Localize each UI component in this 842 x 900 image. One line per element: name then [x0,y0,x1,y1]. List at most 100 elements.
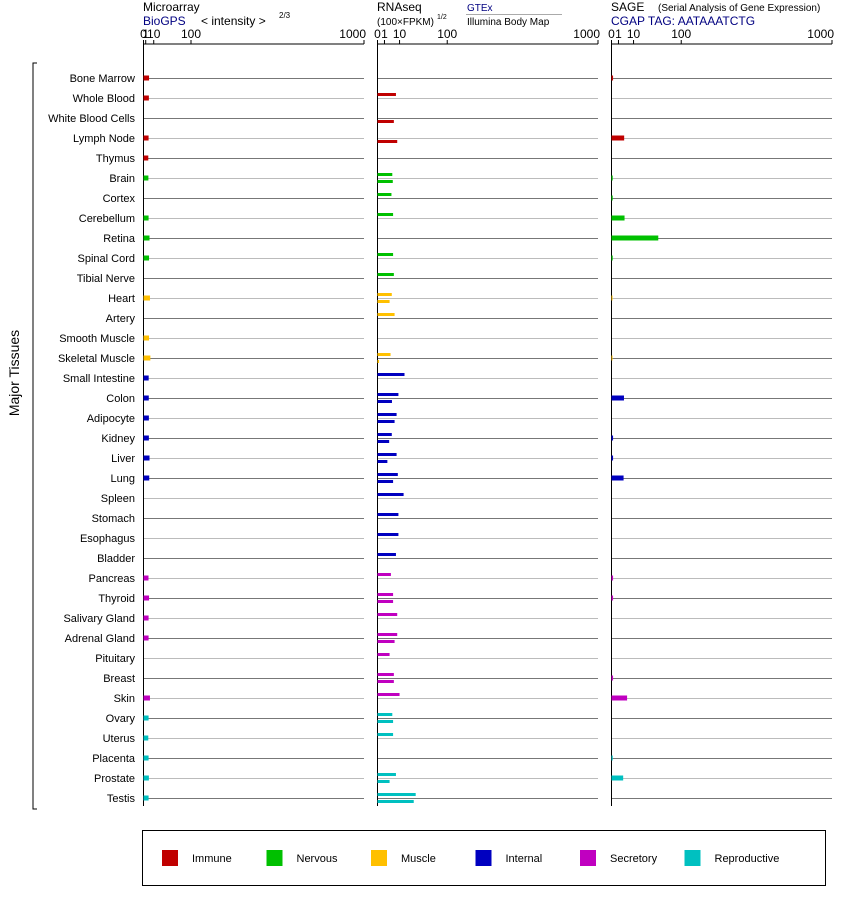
sage-bar [611,175,613,181]
microarray-bar [143,735,149,741]
tissue-label: White Blood Cells [48,113,135,125]
tissue-label: Kidney [101,433,135,445]
ibm-bar [377,480,394,483]
gtex-bar [377,593,394,596]
ibm-bar [377,600,394,603]
tissue-label: Bone Marrow [70,73,135,85]
sage-bar [611,195,613,201]
tissue-label: Placenta [92,753,136,765]
gtex-bar [377,633,398,636]
gtex-bar [377,253,394,256]
legend-layer: Immune Nervous Muscle Internal Secretory Repr… [162,850,779,866]
tissue-label: Pancreas [89,573,136,585]
microarray-bar [143,235,150,241]
gtex-bar [377,273,394,276]
microarray-bar [143,375,149,381]
tissue-label: Liver [111,453,135,465]
tissue-label: Heart [108,293,135,305]
ibm-bar [377,440,390,443]
tissue-label: Artery [106,313,136,325]
ibm-bar [377,460,388,463]
microarray-bar [143,775,149,781]
legend-label-muscle: Muscle [401,853,436,865]
microarray-bar [143,95,149,101]
tissue-label: Stomach [92,513,135,525]
tissue-label: Pituitary [95,653,135,665]
ibm-bar [377,420,395,423]
sage-bar [611,135,625,141]
legend-label-reproductive: Reproductive [715,853,780,865]
ibm-bar [377,180,393,183]
bars-layer [143,75,659,803]
sage-bar [611,575,614,581]
ibm-bar [377,400,392,403]
tissue-bracket [32,62,37,810]
microarray-bar [143,215,149,221]
sage-bar [611,475,624,481]
gtex-source-label: GTEx [467,3,493,14]
legend-label-internal: Internal [506,853,543,865]
ibm-bar [377,640,395,643]
microarray-scale-label: < intensity > [201,14,266,28]
legend-label-nervous: Nervous [297,853,338,865]
microarray-bar [143,395,149,401]
x-tick-label-sage-3: 100 [671,27,691,41]
legend-swatch-reproductive [684,850,701,866]
microarray-bar [143,415,149,421]
tissue-label: Skeletal Muscle [58,353,135,365]
sage-bar [611,355,613,361]
sage-title: SAGE [611,0,644,14]
legend-swatch-internal [475,850,492,866]
tissue-label: Cortex [103,193,136,205]
gtex-bar [377,653,390,656]
microarray-bar [143,75,150,81]
sage-subtitle: CGAP TAG: AATAAATCTG [611,14,755,28]
ibm-bar [377,680,394,683]
x-tick-label-microarray-1: 1 [142,27,149,41]
gtex-bar [377,93,396,96]
microarray-bar [143,695,150,701]
tissue-label: Thyroid [98,593,135,605]
tissue-label: Ovary [106,713,136,725]
microarray-bar [143,795,149,801]
x-tick-label-rnaseq-0: 0 [374,27,381,41]
tissue-label: Smooth Muscle [59,333,135,345]
microarray-bar [143,335,150,341]
legend-box [142,830,826,886]
gtex-bar [377,693,400,696]
gtex-bar [377,453,397,456]
tissue-label: Spinal Cord [78,253,135,265]
gtex-bar [377,213,394,216]
gtex-bar [377,173,393,176]
rnaseq-scale-exponent: 1/2 [437,14,447,21]
gtex-bar [377,393,399,396]
tissue-label: Thymus [96,153,136,165]
grid-layer [143,78,832,799]
x-tick-label-sage-0: 0 [608,27,615,41]
ibm-source-label: Illumina Body Map [467,17,550,28]
gtex-bar [377,713,393,716]
tissue-label: Prostate [94,773,135,785]
sage-bar [611,675,614,681]
tissue-label: Testis [107,793,136,805]
sage-bar [611,695,628,701]
tissue-label: Skin [114,693,135,705]
gtex-bar [377,733,394,736]
microarray-bar [143,435,149,441]
sage-bar [611,755,613,761]
gtex-bar [377,513,399,516]
tissue-label: Colon [106,393,135,405]
legend-swatch-immune [162,850,178,866]
tissue-label: Lymph Node [73,133,135,145]
x-tick-label-microarray-2: 10 [147,27,161,41]
x-tick-label-sage-4: 1000 [807,27,834,41]
microarray-bar [143,755,149,761]
microarray-bar [143,715,149,721]
x-tick-label-sage-1: 1 [615,27,622,41]
x-tick-label-rnaseq-1: 1 [381,27,388,41]
microarray-bar [143,135,149,141]
x-tick-label-microarray-4: 1000 [339,27,366,41]
tissue-label: Cerebellum [79,213,135,225]
tissue-label: Uterus [103,733,136,745]
microarray-bar [143,295,150,301]
